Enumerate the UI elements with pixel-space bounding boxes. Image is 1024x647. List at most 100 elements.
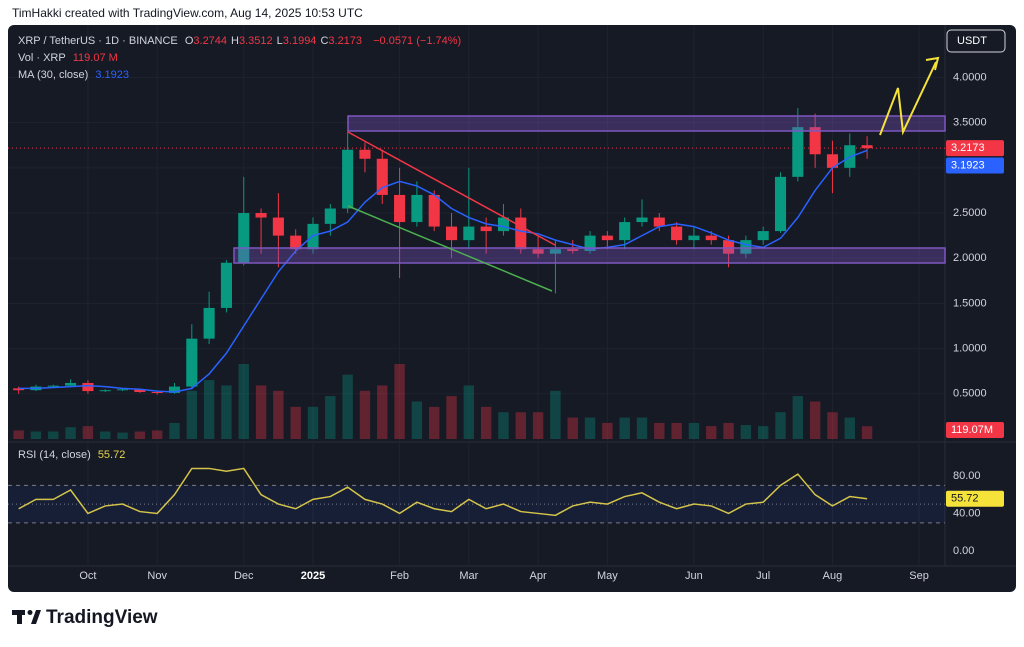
- volume-bar: [186, 390, 197, 439]
- volume-bar: [30, 431, 42, 439]
- x-tick-label: Apr: [530, 570, 547, 582]
- candle-body: [792, 127, 804, 177]
- ma-name: MA (30, close): [18, 69, 89, 81]
- candle-body: [376, 158, 388, 195]
- brand-logo: [12, 610, 41, 624]
- volume-bar: [65, 427, 76, 439]
- x-tick-label: Aug: [823, 570, 843, 582]
- last-price-tag: 3.2173: [951, 142, 985, 154]
- candle-body: [861, 145, 873, 149]
- candle-body: [238, 213, 250, 263]
- candle-body: [255, 213, 267, 218]
- volume-bar: [532, 412, 544, 439]
- volume-value: 119.07 M: [72, 52, 118, 64]
- candle-body: [774, 176, 787, 232]
- volume-bar: [775, 412, 786, 439]
- volume-bar: [636, 417, 648, 439]
- volume-bar: [359, 390, 371, 439]
- ohlc-value: 3.2173: [328, 35, 363, 47]
- candle-body: [740, 240, 752, 254]
- candle-body: [567, 249, 579, 251]
- volume-bar: [706, 426, 717, 439]
- candle-body: [445, 226, 458, 241]
- volume-bar: [238, 364, 249, 439]
- volume-bar: [273, 390, 284, 439]
- ohlc-value: 3.1994: [282, 35, 317, 47]
- ma-tag: 3.1923: [951, 159, 985, 171]
- candle-body: [47, 385, 59, 387]
- candle-body: [601, 235, 613, 241]
- volume-bar: [809, 401, 821, 439]
- volume-bar: [48, 431, 59, 439]
- x-tick-label: Feb: [390, 570, 409, 582]
- x-tick-label: May: [597, 570, 618, 582]
- volume-bar: [394, 364, 405, 439]
- volume-bar: [844, 417, 855, 439]
- candle-body: [117, 389, 129, 391]
- candle-body: [203, 307, 215, 339]
- ma-tag-bg: [946, 157, 1004, 174]
- candle-body: [290, 235, 302, 250]
- volume-bar: [550, 390, 561, 439]
- volume-bar: [100, 431, 111, 439]
- candle-body: [220, 262, 232, 308]
- resistance-zone: [347, 115, 946, 132]
- brand-name: TradingView: [46, 607, 158, 628]
- candle-body: [324, 208, 336, 224]
- projection-arrow: [879, 61, 937, 136]
- currency-box: [946, 29, 1006, 53]
- candle-body: [151, 391, 163, 393]
- volume-bar: [13, 430, 24, 439]
- volume-bar: [827, 412, 838, 439]
- legend-rsi: RSI (14, close) 55.72: [18, 449, 129, 461]
- volume-bar: [792, 396, 804, 439]
- candle-body: [636, 217, 648, 223]
- x-tick-label: Sep: [909, 570, 929, 582]
- y-tick-label: 40.00: [953, 507, 981, 519]
- ohlc-label: H: [231, 35, 239, 47]
- x-tick-label: Mar: [459, 570, 478, 582]
- currency: USDT: [957, 35, 987, 47]
- y-tick-label: 2.0000: [953, 252, 987, 264]
- volume-bar: [169, 422, 180, 439]
- candle-body: [757, 231, 769, 241]
- legend-volume: Vol · XRP 119.07 M: [18, 52, 122, 64]
- candle-body: [497, 217, 510, 232]
- x-tick-label: Dec: [234, 570, 254, 582]
- volume-bar: [723, 422, 734, 439]
- candle-body: [272, 217, 284, 236]
- volume-bar: [671, 422, 682, 439]
- rsi-value: 55.72: [97, 449, 126, 461]
- ohlc: O3.2744 H3.3512 L3.1994 C3.2173: [185, 35, 366, 47]
- candle-body: [584, 235, 596, 251]
- candle-body: [342, 149, 354, 209]
- trend-line: [347, 205, 553, 292]
- x-tick-label: 2025: [301, 570, 325, 582]
- candle-body: [394, 194, 406, 223]
- volume-bar: [325, 396, 336, 439]
- ohlc-label: O: [184, 35, 194, 47]
- volume-bar: [342, 374, 353, 439]
- volume-bar: [203, 380, 215, 439]
- volume-bar: [480, 406, 492, 439]
- volume-bar: [82, 426, 94, 439]
- volume-bar: [255, 385, 267, 439]
- rsi-tag-bg: [946, 490, 1004, 507]
- volume-bar: [307, 406, 319, 439]
- volume-tag-bg: [946, 422, 1004, 438]
- volume-bar: [654, 422, 665, 439]
- candle-body: [463, 226, 475, 241]
- candle-body: [532, 249, 544, 254]
- candle-body: [411, 194, 423, 223]
- volume-bar: [463, 385, 475, 439]
- y-tick-label: 4.0000: [953, 71, 987, 83]
- y-tick-label: 3.5000: [953, 117, 987, 129]
- candle-body: [428, 194, 440, 227]
- y-tick-label: 2.5000: [953, 207, 987, 219]
- rsi-name: RSI (14, close): [18, 449, 91, 461]
- series-line: [18, 467, 868, 517]
- ohlc-value: 3.3512: [239, 35, 273, 47]
- volume-bar: [151, 430, 163, 439]
- volume-bar: [117, 432, 128, 439]
